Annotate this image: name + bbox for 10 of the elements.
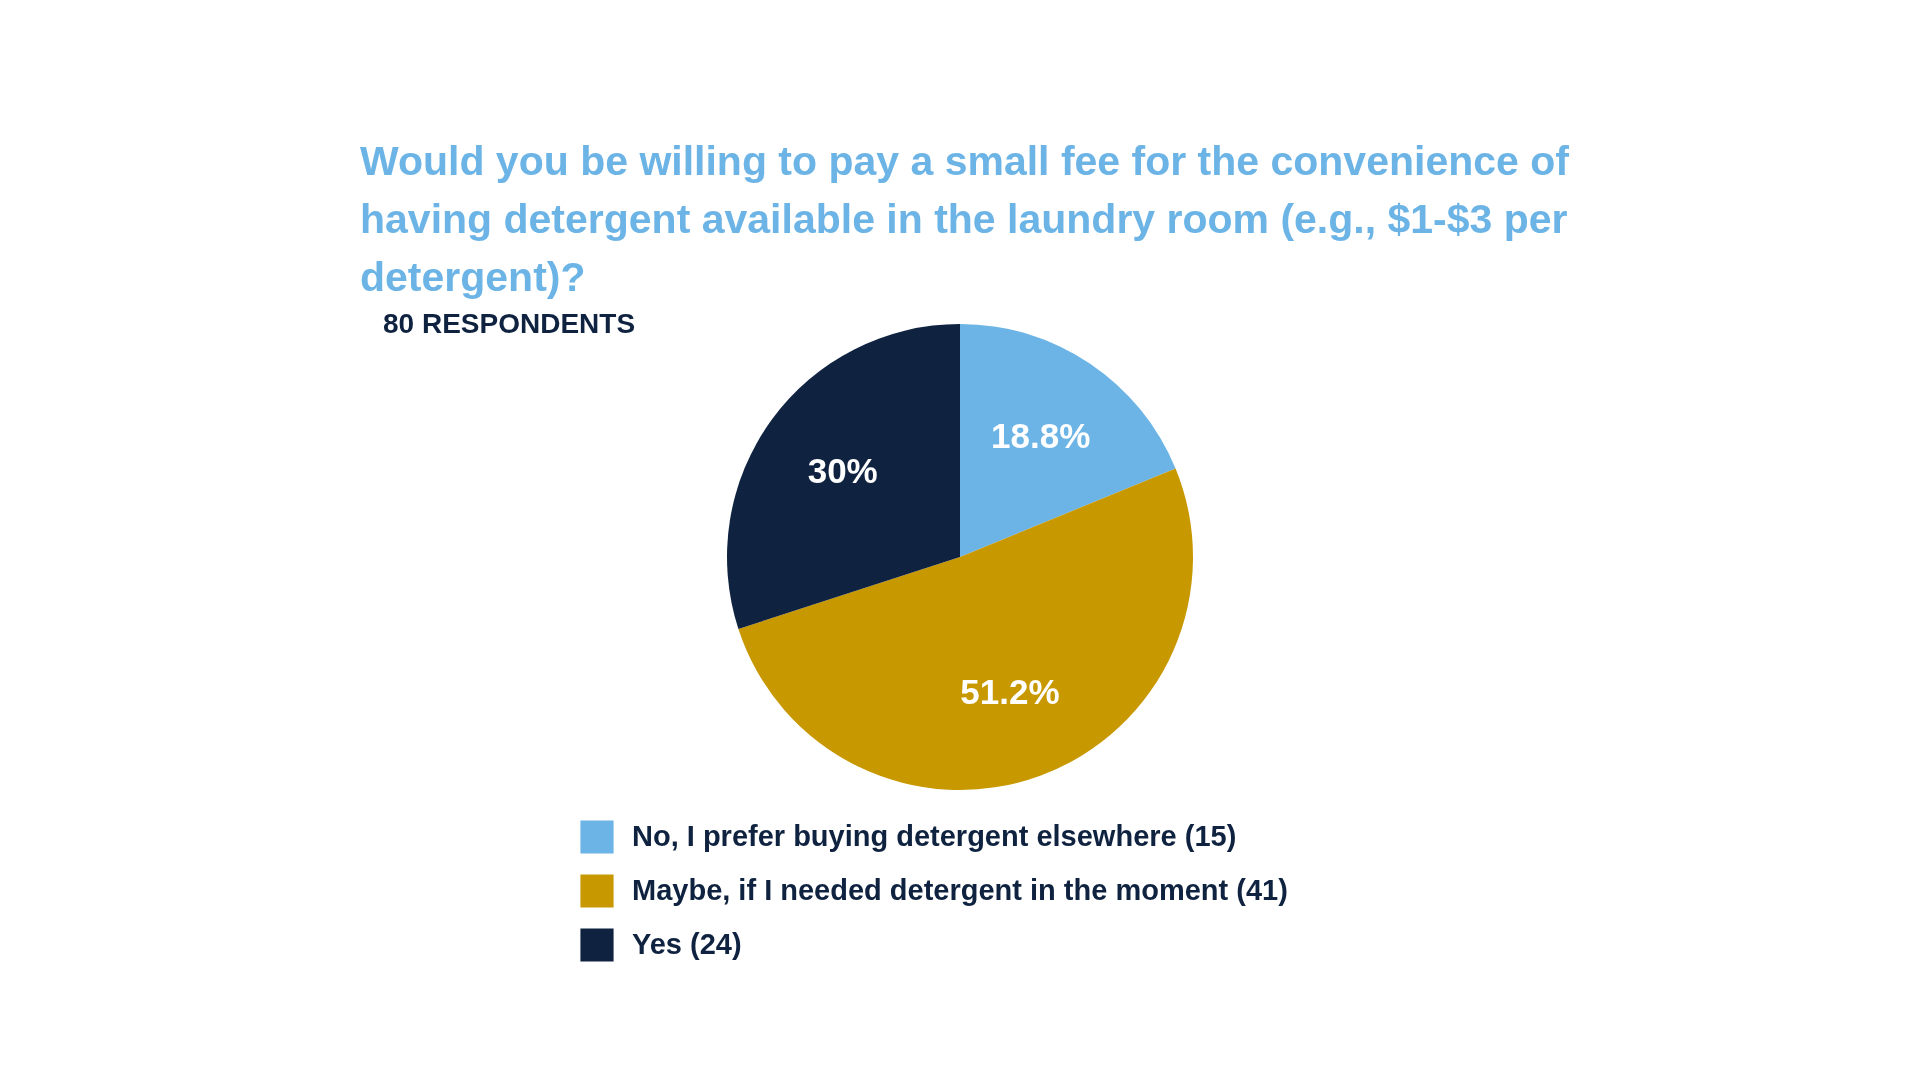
data-label: 51.2%	[960, 672, 1060, 712]
data-label: 18.8%	[991, 415, 1091, 455]
data-label: 30%	[807, 450, 878, 490]
legend-label: Maybe, if I needed detergent in the moment (41)	[632, 874, 1288, 906]
text: 80 RESPONDENTS	[383, 308, 636, 340]
chart-title: Would you be willing to pay a small fee for the convenience of having detergent available in the laundry room (e.g., $1-$3 per detergent)?	[360, 137, 1570, 302]
pie-slice	[727, 324, 960, 629]
pie-slice	[960, 324, 1176, 557]
legend-label: No, I prefer buying detergent elsewhere (15)	[632, 820, 1237, 852]
legend-label: Yes (24)	[632, 928, 742, 960]
